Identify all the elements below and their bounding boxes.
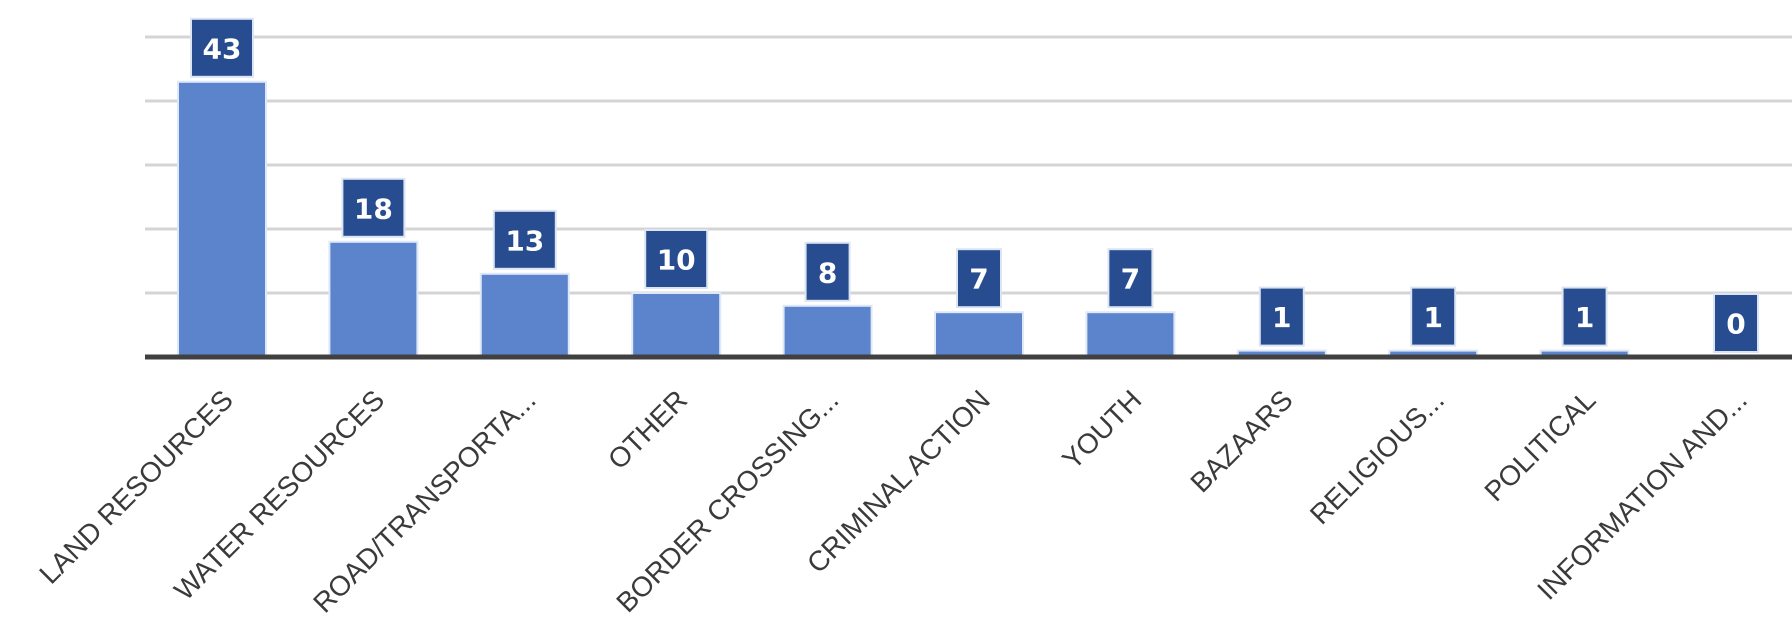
data-label-9: 1 (1575, 301, 1594, 334)
data-label-6: 7 (1121, 263, 1140, 296)
bars (177, 80, 1630, 359)
data-label-box-3 (644, 229, 709, 289)
data-label-3: 10 (657, 244, 696, 277)
gridlines (145, 35, 1792, 295)
x-tick-label-6: YOUTH (1056, 384, 1147, 475)
bar-1 (328, 240, 419, 358)
bar-2 (479, 272, 570, 358)
data-label-box-2 (492, 209, 557, 270)
x-tick-label-9: POLITICAL (1478, 384, 1601, 507)
data-label-7: 1 (1272, 301, 1291, 334)
data-label-2: 13 (505, 224, 544, 257)
bar-3 (631, 292, 722, 358)
x-tick-label-8: RELIGIOUS... (1304, 384, 1450, 530)
x-tick-label-7: BAZAARS (1184, 384, 1298, 498)
data-label-5: 7 (969, 263, 988, 296)
data-label-box-1 (341, 177, 406, 238)
bar-4 (782, 304, 873, 358)
x-tick-label-3: OTHER (602, 384, 693, 475)
data-label-box-5 (956, 248, 1002, 309)
data-label-box-10 (1713, 293, 1759, 353)
data-label-8: 1 (1423, 301, 1442, 334)
data-label-4: 8 (818, 256, 837, 289)
data-label-box-8 (1410, 286, 1457, 347)
bar-0 (177, 80, 267, 359)
data-label-box-6 (1107, 248, 1154, 309)
data-label-box-0 (190, 17, 254, 78)
data-label-10: 0 (1726, 308, 1745, 341)
data-label-0: 43 (203, 32, 242, 65)
data-label-box-7 (1258, 286, 1305, 347)
data-label-box-9 (1561, 286, 1608, 347)
bar-6 (1085, 311, 1176, 359)
data-label-1: 18 (354, 192, 393, 225)
bar-5 (934, 311, 1024, 359)
data-label-box-4 (804, 241, 851, 302)
